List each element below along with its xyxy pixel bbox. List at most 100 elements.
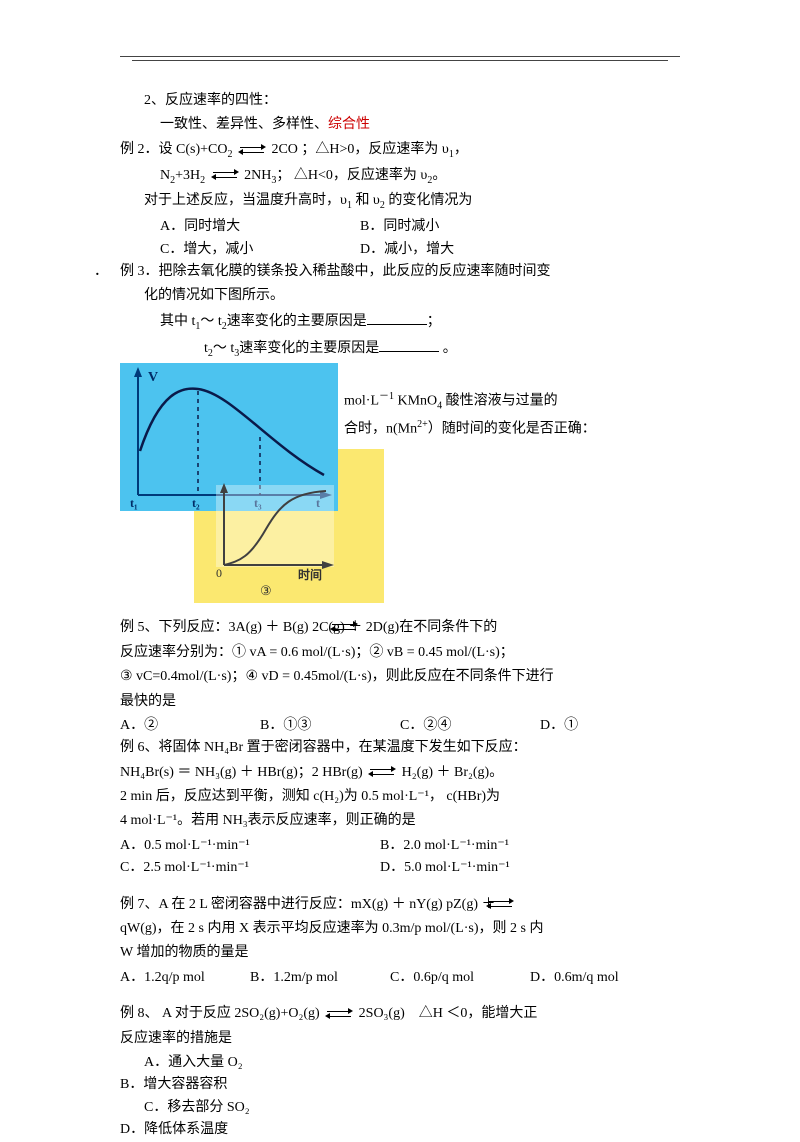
side-line2: 合时，n(Mn2+）随时间的变化是否正确：: [344, 417, 674, 441]
axis-v-label: V: [148, 370, 158, 385]
option-b: B．①③: [260, 715, 400, 737]
text: 和 υ: [352, 193, 380, 208]
ex5-line2: 反应速率分别为：① vA = 0.6 mol/(L·s)；② vB = 0.45…: [120, 642, 680, 664]
svg-text:0: 0: [216, 566, 222, 580]
sub: 2: [200, 174, 205, 185]
text: ）随时间的变化是否正确：: [428, 421, 596, 436]
text: 2CO ；△H>0，反应速率为 υ: [271, 142, 448, 157]
properties-line: 一致性、差异性、多样性、综合性: [120, 114, 680, 136]
text: +3H: [175, 168, 200, 183]
text: 例 2．设 C(s)+CO: [120, 142, 227, 157]
option-a: A．②: [120, 715, 260, 737]
ex6-line3: 2 min 后，反应达到平衡，测知 c(H₂)为 0.5 mol·L⁻¹， c(…: [120, 786, 680, 808]
option-c: C．0.6p/q mol: [390, 967, 530, 989]
option-d: D．降低体系温度: [120, 1119, 380, 1141]
side-line1: mol·L－1 KMnO4 酸性溶液与过量的: [344, 389, 674, 414]
content: 2、反应速率的四性： 一致性、差异性、多样性、综合性 例 2．设 C(s)+CO…: [120, 90, 680, 1142]
mn-chart-svg: 0 时间 ③: [194, 449, 384, 603]
ex6-line2: NH₄Br(s) ＝ NH₃(g) ＋ HBr(g)；2 HBr(g) H₂(g…: [120, 762, 680, 784]
text: 例 8、 A 对于反应 2SO₂(g)+O₂(g): [120, 1006, 320, 1021]
text: H₂(g) ＋ Br₂(g)。: [402, 765, 504, 780]
text: 合时，n(Mn: [344, 421, 417, 436]
properties-prefix: 一致性、差异性、多样性、: [160, 117, 328, 132]
ex5-options: A．② B．①③ C．②④ D．①: [120, 715, 680, 737]
ex8-line1: 例 8、 A 对于反应 2SO₂(g)+O₂(g) 2SO₃(g) △H ＜0，…: [120, 1003, 680, 1025]
text: 例 7、A 在 2 L 密闭容器中进行反应：mX(g) ＋ nY(g) pZ(g…: [120, 897, 496, 912]
svg-text:③: ③: [260, 583, 272, 598]
ex5-line1: 例 5、下列反应：3A(g) ＋ B(g) 2C(g) ＋ 2D(g)在不同条件…: [120, 617, 680, 639]
svg-text:t₁: t₁: [130, 496, 138, 510]
text: ，: [454, 142, 468, 157]
text: 其中 t: [160, 314, 195, 329]
ex7-line1: 例 7、A 在 2 L 密闭容器中进行反应：mX(g) ＋ nY(g) pZ(g…: [120, 894, 680, 916]
section-title: 2、反应速率的四性：: [120, 90, 680, 112]
text: 酸性溶液与过量的: [442, 394, 558, 409]
option-a: A．0.5 mol·L⁻¹·min⁻¹: [120, 835, 380, 857]
ex5-line3: ③ vC=0.4mol/(L·s)；④ vD = 0.45mol/(L·s)，则…: [120, 666, 680, 688]
text: 速率变化的主要原因是: [239, 341, 379, 356]
ex3-line4: t2～ t3速率变化的主要原因是 。: [120, 337, 680, 362]
sub: 2: [227, 149, 232, 160]
option-a: A．1.2q/p mol: [120, 967, 250, 989]
ex6-line1: 例 6、将固体 NH₄Br 置于密闭容器中，在某温度下发生如下反应：: [120, 737, 680, 759]
text: 2SO₃(g) △H ＜0，能增大正: [359, 1006, 538, 1021]
option-a: A．通入大量 O₂: [120, 1052, 424, 1074]
option-b: B．增大容器容积: [120, 1074, 380, 1096]
figure-group: V t₁ t₂ t₃ t 0 时间 ③ mol·L－1 KMnO4 酸性溶液与过…: [120, 363, 680, 603]
horizontal-rule-inner: [132, 60, 668, 61]
fill-blank[interactable]: [367, 310, 427, 325]
text: mol·L: [344, 394, 379, 409]
ex3-block: ． 例 3．把除去氧化膜的镁条投入稀盐酸中，此反应的反应速率随时间变: [120, 261, 680, 283]
option-c: C．移去部分 SO₂: [120, 1097, 424, 1119]
ex6-line4: 4 mol·L⁻¹。若用 NH₃表示反应速率，则正确的是: [120, 810, 680, 832]
option-c: C．2.5 mol·L⁻¹·min⁻¹: [120, 857, 380, 879]
option-b: B．同时减小: [360, 216, 560, 238]
sup: －1: [379, 391, 394, 402]
ex7-line3: W 增加的物质的量是: [120, 942, 680, 964]
ex3-line3: 其中 t1～ t2速率变化的主要原因是；: [120, 310, 680, 335]
ex3-line1: 例 3．把除去氧化膜的镁条投入稀盐酸中，此反应的反应速率随时间变: [120, 261, 680, 283]
text: 对于上述反应，当温度升高时，υ: [144, 193, 347, 208]
text: 2NH: [244, 168, 271, 183]
ex7-options: A．1.2q/p mol B．1.2m/p mol C．0.6p/q mol D…: [120, 967, 680, 989]
spacer: [120, 603, 680, 617]
equilibrium-arrow: [325, 1009, 353, 1019]
spacer: [120, 989, 680, 1003]
option-d: D．减小，增大: [360, 239, 560, 261]
ex8-line2: 反应速率的措施是: [120, 1028, 680, 1050]
text: 速率变化的主要原因是: [227, 314, 367, 329]
fill-blank[interactable]: [379, 337, 439, 352]
properties-highlight: 综合性: [328, 117, 370, 132]
text: 。: [432, 168, 446, 183]
ex3-line2: 化的情况如下图所示。: [120, 285, 680, 307]
option-a: A．同时增大: [160, 216, 360, 238]
text: 例 5、下列反应：3A(g) ＋ B(g) 2C(g) ＋ 2D(g)在不同条件…: [120, 620, 497, 635]
spacer: [120, 880, 680, 894]
ex2-line2: N2+3H2 2NH3； △H<0，反应速率为 υ2。: [120, 165, 680, 189]
equilibrium-arrow: [368, 767, 396, 777]
ex2-line1: 例 2．设 C(s)+CO2 2CO ；△H>0，反应速率为 υ1，: [120, 139, 680, 163]
sup: 2+: [417, 419, 428, 430]
equilibrium-arrow: [330, 622, 358, 632]
text: ～ t: [213, 341, 234, 356]
ex8-options: A．通入大量 O₂ B．增大容器容积 C．移去部分 SO₂ D．降低体系温度: [120, 1052, 680, 1142]
horizontal-rule: [120, 56, 680, 57]
option-c: C．增大，减小: [160, 239, 360, 261]
text: NH₄Br(s) ＝ NH₃(g) ＋ HBr(g)；2 HBr(g): [120, 765, 363, 780]
ex2-line3: 对于上述反应，当温度升高时，υ1 和 υ2 的变化情况为: [120, 190, 680, 214]
ex2-options: A．同时增大 B．同时减小 C．增大，减小 D．减小，增大: [120, 216, 680, 261]
svg-text:时间: 时间: [298, 567, 322, 582]
text: KMnO: [394, 394, 437, 409]
text: ；: [427, 314, 441, 329]
option-d: D．0.6m/q mol: [530, 967, 670, 989]
equilibrium-arrow: [238, 145, 266, 155]
equilibrium-arrow: [486, 899, 514, 909]
option-d: D．①: [540, 715, 680, 737]
option-b: B．1.2m/p mol: [250, 967, 390, 989]
option-d: D．5.0 mol·L⁻¹·min⁻¹: [380, 857, 640, 879]
page: 2、反应速率的四性： 一致性、差异性、多样性、综合性 例 2．设 C(s)+CO…: [0, 0, 800, 1132]
ex5-line4: 最快的是: [120, 691, 680, 713]
ex3-side-text: mol·L－1 KMnO4 酸性溶液与过量的 合时，n(Mn2+）随时间的变化是…: [344, 389, 674, 443]
option-b: B．2.0 mol·L⁻¹·min⁻¹: [380, 835, 640, 857]
equilibrium-arrow: [211, 170, 239, 180]
